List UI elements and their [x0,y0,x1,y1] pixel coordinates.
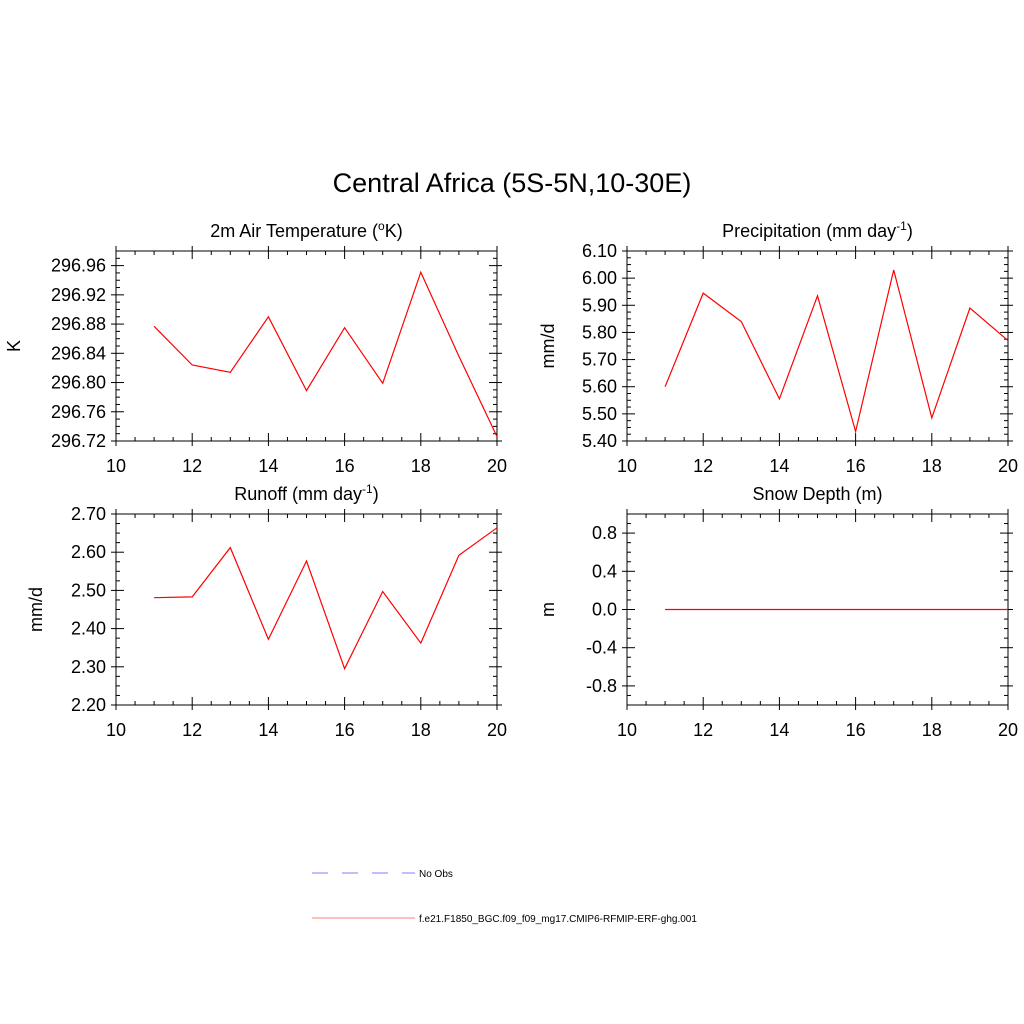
x-tick-label: 14 [769,720,789,740]
y-tick-label: 6.10 [582,241,617,261]
y-axis-label: m [538,602,558,617]
panel-title: Runoff (mm day-1) [234,482,378,504]
panel-4: 10 12 14 16 18 20 -0.8 -0.4 0.0 0.4 0.8 m Snow Depth… [538,484,1018,740]
x-tick-label: 18 [922,456,942,476]
panel-title: 2m Air Temperature (oK) [210,219,402,241]
y-tick-label: 296.72 [51,431,106,451]
y-axis-label: mm/d [538,324,558,369]
y-tick-label: 5.90 [582,295,617,315]
x-tick-label: 12 [182,456,202,476]
x-tick-label: 16 [846,720,866,740]
y-tick-label: 2.50 [71,580,106,600]
y-tick-label: -0.8 [586,676,617,696]
y-tick-label: 2.30 [71,657,106,677]
y-tick-label: 2.40 [71,619,106,639]
legend-label: f.e21.F1850_BGC.f09_f09_mg17.CMIP6-RFMIP… [419,914,697,925]
y-tick-label: 5.50 [582,404,617,424]
y-axis-label: K [4,340,24,352]
y-tick-label: 5.80 [582,322,617,342]
panel-1: 10 12 14 16 18 20 296.72 296.76 296.80 296.84 296.… [4,219,507,476]
x-tick-label: 14 [258,456,278,476]
x-tick-label: 18 [922,720,942,740]
x-tick-label: 20 [487,720,507,740]
x-tick-label: 20 [998,456,1018,476]
y-tick-label: 0.8 [592,523,617,543]
x-tick-label: 10 [106,720,126,740]
y-tick-label: 5.60 [582,377,617,397]
x-tick-label: 12 [693,720,713,740]
panel-2: 10 12 14 16 18 20 5.40 5.50 5.60 5.70 5.80 5.90 6.00… [538,219,1018,476]
panels: 10 12 14 16 18 20 296.72 296.76 296.80 296.84 296.… [4,219,1018,740]
x-tick-label: 12 [182,720,202,740]
y-tick-label: 2.70 [71,504,106,524]
x-tick-label: 20 [998,720,1018,740]
x-tick-label: 10 [617,720,637,740]
series-line [154,527,498,671]
y-tick-label: 296.80 [51,373,106,393]
x-tick-label: 14 [258,720,278,740]
panel-title: Snow Depth (m) [752,484,882,504]
series-line [153,270,498,437]
y-axis-label: mm/d [26,587,46,632]
x-tick-label: 18 [411,720,431,740]
x-tick-label: 20 [487,456,507,476]
y-tick-label: 2.20 [71,695,106,715]
figure-title: Central Africa (5S-5N,10-30E) [332,168,692,198]
x-tick-label: 16 [335,456,355,476]
y-tick-label: 296.92 [51,285,106,305]
x-tick-label: 18 [411,456,431,476]
y-tick-label: 5.40 [582,431,617,451]
y-tick-label: 6.00 [582,268,617,288]
y-tick-label: 5.70 [582,350,617,370]
legend: No Obs f.e21.F1850_BGC.f09_f09_mg17.CMIP6… [312,869,697,925]
panel-3: 10 12 14 16 18 20 2.20 2.30 2.40 2.50 2.60 2.70 mm/d… [26,482,507,740]
y-tick-label: 296.88 [51,314,106,334]
x-tick-label: 16 [846,456,866,476]
x-tick-label: 12 [693,456,713,476]
y-tick-label: 0.4 [592,561,617,581]
series-line [664,269,1009,434]
y-tick-label: 296.76 [51,402,106,422]
x-tick-label: 10 [106,456,126,476]
panel-title: Precipitation (mm day-1) [722,219,913,241]
y-tick-label: 0.0 [592,600,617,620]
x-tick-label: 16 [335,720,355,740]
legend-label: No Obs [419,869,453,880]
plot-frame [115,513,498,706]
y-tick-label: 296.96 [51,256,106,276]
y-tick-label: 296.84 [51,343,106,363]
y-tick-label: -0.4 [586,638,617,658]
y-tick-label: 2.60 [71,542,106,562]
x-tick-label: 10 [617,456,637,476]
plot-frame [626,250,1009,442]
x-tick-label: 14 [769,456,789,476]
